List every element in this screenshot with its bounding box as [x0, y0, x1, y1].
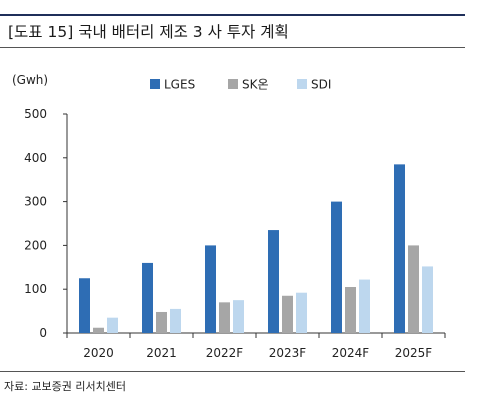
- bar-SDI-2024F: [359, 279, 370, 333]
- legend-label: SDI: [311, 78, 331, 92]
- y-tick-label: 100: [24, 282, 47, 296]
- bar-SK온-2024F: [345, 287, 356, 333]
- bar-LGES-2021: [142, 262, 153, 333]
- source-divider: [0, 371, 465, 372]
- y-tick-label: 400: [24, 151, 47, 165]
- bar-LGES-2025F: [394, 164, 405, 333]
- y-tick-label: 500: [24, 107, 47, 121]
- source-note: 자료: 교보증권 리서치센터: [4, 380, 127, 393]
- y-unit-label: (Gwh): [12, 73, 48, 87]
- x-tick-label: 2024F: [332, 346, 370, 360]
- legend-label: SK온: [242, 78, 269, 92]
- y-axis: 0 100 200 300 400 500: [24, 107, 68, 340]
- bar-SDI-2022F: [233, 300, 244, 333]
- bar-LGES-2024F: [331, 201, 342, 333]
- bar-SK온-2020: [93, 327, 104, 333]
- x-tick-label: 2021: [146, 346, 177, 360]
- bar-LGES-2020: [79, 278, 90, 333]
- bar-LGES-2022F: [205, 245, 216, 333]
- bar-SK온-2021: [156, 311, 167, 333]
- legend-swatch: [228, 79, 238, 89]
- x-tick-label: 2020: [83, 346, 114, 360]
- x-axis: 2020 2021 2022F 2023F 2024F 2025F: [66, 332, 446, 360]
- bar-SDI-2021: [170, 308, 181, 333]
- x-tick-label: 2025F: [395, 346, 433, 360]
- x-tick-label: 2022F: [206, 346, 244, 360]
- y-tick-label: 0: [39, 326, 47, 340]
- x-tick-label: 2023F: [269, 346, 307, 360]
- bar-SDI-2025F: [422, 266, 433, 333]
- bar-SK온-2025F: [408, 245, 419, 333]
- legend-swatch: [297, 79, 307, 89]
- legend: LGES SK온 SDI: [150, 78, 331, 92]
- bars: [79, 164, 433, 333]
- bar-LGES-2023F: [268, 230, 279, 333]
- bar-SDI-2020: [107, 317, 118, 333]
- bar-chart: 0 100 200 300 400 500 2020 2021 2022F 2023F 2024F…: [12, 73, 446, 360]
- legend-label: LGES: [164, 78, 195, 92]
- bar-SDI-2023F: [296, 292, 307, 333]
- bar-SK온-2022F: [219, 302, 230, 333]
- bar-SK온-2023F: [282, 295, 293, 333]
- y-tick-label: 300: [24, 195, 47, 209]
- chart-title: [도표 15] 국내 배터리 제조 3 사 투자 계획: [8, 23, 289, 41]
- top-border: [0, 14, 465, 16]
- legend-swatch: [150, 79, 160, 89]
- title-divider: [0, 47, 465, 48]
- y-tick-label: 200: [24, 238, 47, 252]
